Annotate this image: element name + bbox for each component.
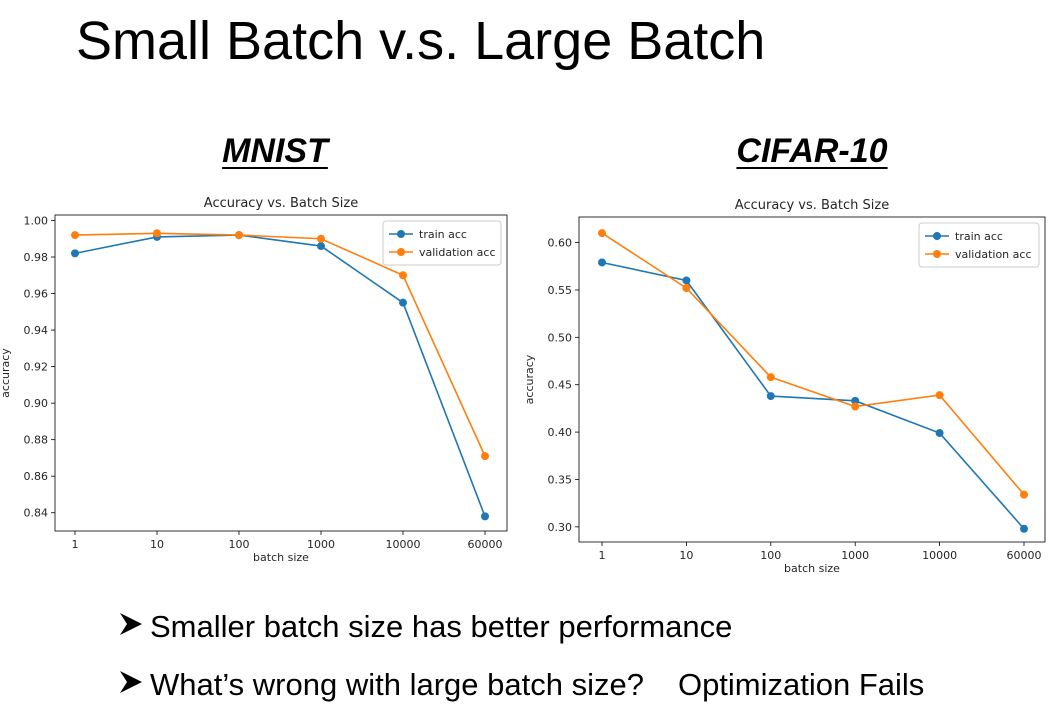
legend-label: train acc <box>955 230 1003 243</box>
legend-box <box>382 220 502 266</box>
y-tick-label: 0.94 <box>24 324 49 337</box>
series-line-validation <box>601 232 1025 496</box>
data-point-validation <box>153 229 161 238</box>
data-point-train <box>598 258 606 267</box>
bullet-list: Smaller batch size has better performanc… <box>118 598 924 714</box>
x-tick-label: 1 <box>72 538 79 551</box>
data-point-validation <box>598 229 606 238</box>
x-tick-label: 60000 <box>468 538 503 551</box>
plot-frame <box>578 216 1046 543</box>
data-point-train <box>935 429 944 438</box>
y-tick-label: 0.84 <box>24 507 49 520</box>
y-tick-label: 0.50 <box>548 331 573 344</box>
x-tick-label: 1 <box>599 549 606 562</box>
data-point-validation <box>766 373 775 382</box>
data-point-train <box>481 512 489 521</box>
y-tick-label: 0.92 <box>24 361 49 374</box>
y-axis-label: accuracy <box>523 354 536 404</box>
data-point-validation <box>399 271 407 280</box>
x-tick-label: 60000 <box>1007 549 1042 562</box>
data-point-validation <box>1020 490 1028 499</box>
data-point-validation <box>71 231 79 240</box>
y-tick-label: 0.35 <box>548 473 573 486</box>
y-tick-label: 0.90 <box>24 397 49 410</box>
legend-swatch-marker <box>397 248 405 256</box>
data-point-validation <box>481 452 489 461</box>
data-point-train <box>1020 524 1028 533</box>
y-tick-label: 0.98 <box>24 251 49 264</box>
cifar-heading: CIFAR-10 <box>736 132 888 170</box>
x-tick-label: 100 <box>760 549 781 562</box>
legend-label: validation acc <box>955 248 1032 261</box>
x-tick-label: 1000 <box>307 538 335 551</box>
legend-swatch-marker <box>933 250 941 258</box>
arrow-bullet-icon <box>118 656 148 714</box>
x-tick-label: 10000 <box>386 538 421 551</box>
legend: train acc validation acc <box>382 220 502 266</box>
x-axis-label: batch size <box>784 562 840 575</box>
data-point-train <box>71 249 79 258</box>
x-tick-label: 10 <box>679 549 693 562</box>
y-tick-label: 0.40 <box>548 426 573 439</box>
plot-frame <box>54 214 508 532</box>
x-tick-label: 100 <box>229 538 250 551</box>
x-axis-label: batch size <box>253 551 309 564</box>
data-point-train <box>682 276 691 285</box>
slide-title: Small Batch v.s. Large Batch <box>76 11 766 71</box>
y-tick-label: 0.55 <box>548 284 573 297</box>
x-tick-label: 10 <box>150 538 164 551</box>
bullet-answer: Optimization Fails <box>677 667 925 702</box>
legend: train acc validation acc <box>918 222 1040 268</box>
legend-label: train acc <box>419 228 467 241</box>
bullet-text: What’s wrong with large batch size? <box>150 667 644 702</box>
data-point-validation <box>851 402 860 411</box>
bullet-text: Smaller batch size has better performanc… <box>150 609 733 644</box>
y-axis-label: accuracy <box>0 348 12 398</box>
y-tick-label: 0.60 <box>548 237 573 250</box>
y-tick-label: 0.30 <box>548 521 573 534</box>
legend-label: validation acc <box>419 246 496 259</box>
chart-title: Accuracy vs. Batch Size <box>204 196 358 211</box>
bullet-item: Smaller batch size has better performanc… <box>118 598 924 656</box>
arrow-bullet-icon <box>118 598 148 656</box>
series-line-train <box>601 261 1025 530</box>
series-line-validation <box>74 232 486 457</box>
data-point-validation <box>317 234 325 243</box>
data-point-train <box>766 392 775 401</box>
x-tick-label: 10000 <box>922 549 957 562</box>
y-tick-label: 0.86 <box>24 470 49 483</box>
legend-swatch-marker <box>933 232 941 240</box>
series-line-train <box>74 234 486 517</box>
y-tick-label: 0.45 <box>548 379 573 392</box>
y-tick-label: 0.88 <box>24 434 49 447</box>
y-tick-label: 0.96 <box>24 288 49 301</box>
data-point-validation <box>935 391 944 400</box>
mnist-heading: MNIST <box>222 132 328 170</box>
chart-title: Accuracy vs. Batch Size <box>735 198 889 213</box>
data-point-validation <box>235 231 243 240</box>
data-point-train <box>851 396 860 405</box>
data-point-validation <box>682 284 691 293</box>
legend-swatch-marker <box>397 230 405 238</box>
x-tick-label: 1000 <box>841 549 869 562</box>
bullet-item: What’s wrong with large batch size? Opti… <box>118 656 924 714</box>
data-point-train <box>317 242 325 251</box>
legend-box <box>918 222 1040 268</box>
data-point-train <box>399 298 407 307</box>
y-tick-label: 1.00 <box>24 214 49 227</box>
